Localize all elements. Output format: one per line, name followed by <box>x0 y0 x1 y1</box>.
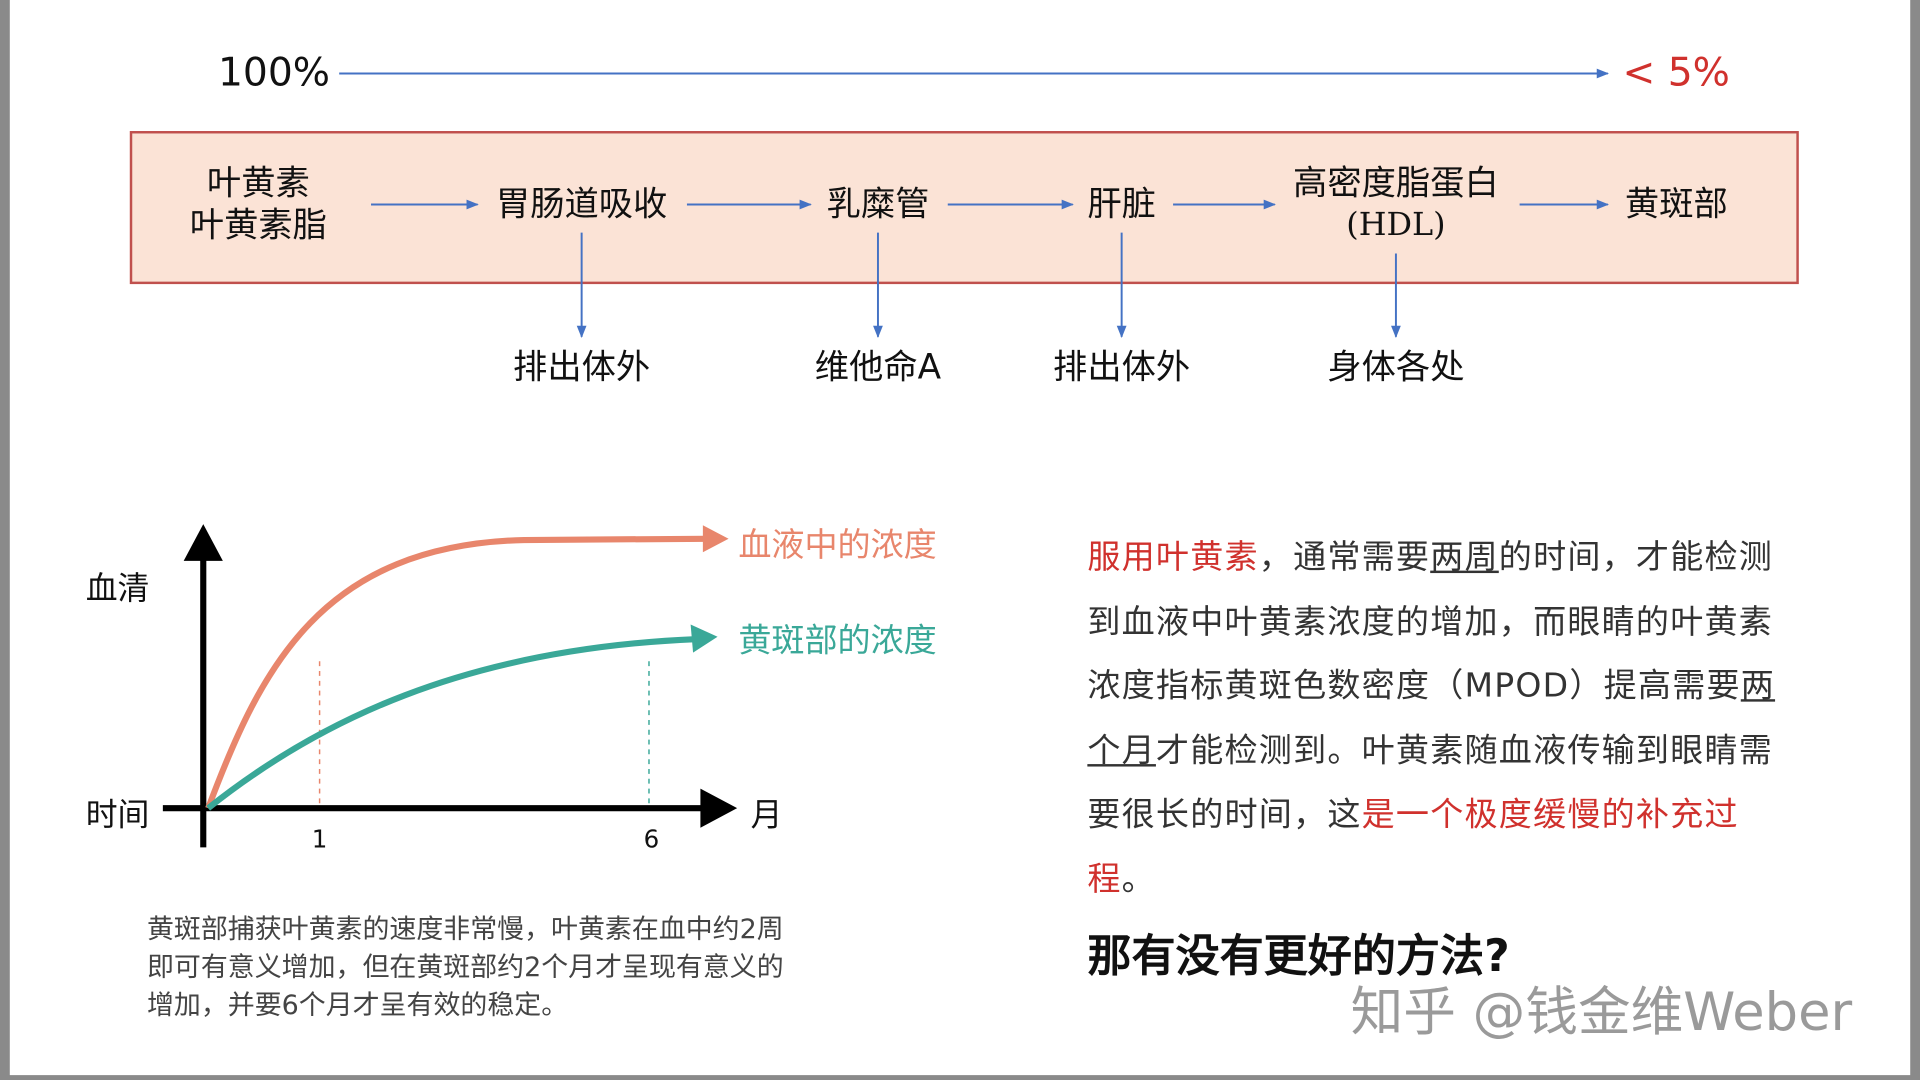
series-blood-arrow <box>702 525 729 553</box>
x-unit-label: 月 <box>750 797 783 834</box>
flow-node-liver: 肝脏 <box>1087 183 1156 225</box>
text: 的时间，才能检测到血液中叶黄素浓度的增加，而眼睛的叶黄素浓度指标黄斑色数密度（M… <box>1087 538 1774 706</box>
series-blood <box>205 535 706 810</box>
text: 。 <box>1121 860 1156 899</box>
highlight-text: 服用叶黄素 <box>1087 538 1259 577</box>
node-label: (HDL) <box>1346 206 1446 244</box>
slide: 100% < 5% 叶黄素 叶黄素脂 胃肠道吸收 乳糜管 肝脏 高密度脂蛋白 (HD… <box>9 0 1911 1076</box>
flow-node-gi: 胃肠道吸收 <box>495 183 668 225</box>
underlined-text: 两周 <box>1430 538 1499 577</box>
legend-blood: 血液中的浓度 <box>738 526 937 565</box>
node-label: 叶黄素脂 <box>189 204 327 245</box>
explanation-paragraph: 服用叶黄素，通常需要两周的时间，才能检测到血液中叶黄素浓度的增加，而眼睛的叶黄素… <box>1087 527 1797 913</box>
end-percent: < 5% <box>1622 48 1730 96</box>
flow-node-chylomicron: 乳糜管 <box>826 183 930 225</box>
flow-node-macula: 黄斑部 <box>1624 183 1728 225</box>
text: 才能检测到。叶黄素随血液传输到眼睛需要很长的时间，这 <box>1087 731 1774 834</box>
highlight-text: 是一个极度缓慢的补充过程 <box>1087 795 1739 899</box>
flow-node-lutein: 叶黄素 叶黄素脂 <box>190 163 327 246</box>
flow-box <box>129 131 1799 285</box>
diagram-graphics <box>162 68 1609 848</box>
caption-line: 黄斑部捕获叶黄素的速度非常慢，叶黄素在血中约2周 <box>146 914 784 946</box>
origin-label: 时间 <box>85 797 150 834</box>
flow-node-hdl: 高密度脂蛋白 (HDL) <box>1293 163 1499 246</box>
series-macula <box>206 636 696 811</box>
watermark: 知乎 @钱金维Weber <box>1350 982 1853 1044</box>
chart-caption: 黄斑部捕获叶黄素的速度非常慢，叶黄素在血中约2周 即可有意义增加，但在黄斑部约2… <box>147 911 931 1025</box>
output-excreted: 排出体外 <box>513 346 651 387</box>
legend-macula: 黄斑部的浓度 <box>738 622 937 661</box>
caption-line: 增加，并要6个月才呈有效的稳定。 <box>146 990 569 1022</box>
text: ，通常需要 <box>1258 538 1431 577</box>
y-axis-arrow <box>183 524 223 561</box>
question-heading: 那有没有更好的方法? <box>1087 931 1510 983</box>
output-excreted: 排出体外 <box>1053 346 1191 387</box>
x-axis-arrow <box>700 788 738 828</box>
underlined-text: 两个月 <box>1087 667 1776 770</box>
output-vitamin-a: 维他命A <box>814 346 942 387</box>
x-tick-1: 1 <box>311 824 328 854</box>
y-axis-label: 血清 <box>85 570 150 608</box>
node-label: 叶黄素 <box>206 162 310 204</box>
caption-line: 即可有意义增加，但在黄斑部约2个月才呈现有意义的 <box>146 952 784 984</box>
node-label: 高密度脂蛋白 <box>1293 162 1499 204</box>
start-percent: 100% <box>217 48 330 96</box>
output-body: 身体各处 <box>1327 346 1465 387</box>
series-macula-arrow <box>690 624 718 653</box>
x-tick-6: 6 <box>643 824 660 854</box>
